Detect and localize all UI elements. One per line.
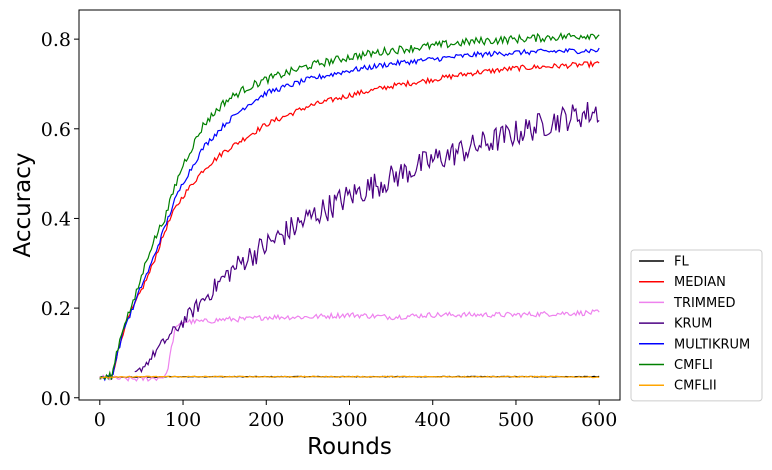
legend-box: [630, 249, 763, 402]
x-tick-label: 300: [331, 409, 367, 431]
x-axis-title: Rounds: [307, 434, 392, 460]
legend-item-cmflii: CMFLII: [639, 379, 717, 394]
legend-label: MEDIAN: [674, 275, 726, 290]
series-line-krum: [134, 102, 600, 374]
legend-item-cmfli: CMFLI: [639, 358, 713, 373]
y-tick-label: 0.4: [41, 208, 71, 230]
ticks-layer: 0 100 200 300 400 500 600 0.0 0.2 0.4 0.6 0.8: [41, 29, 618, 431]
series-line-median: [99, 59, 600, 379]
series-line-trimmed: [99, 309, 600, 382]
series-line-multikrum: [99, 47, 600, 382]
y-tick-label: 0.2: [41, 298, 71, 320]
legend-item-krum: KRUM: [639, 317, 712, 332]
series-krum: [134, 102, 600, 374]
x-tick-label: 100: [165, 409, 201, 431]
legend-item-median: MEDIAN: [639, 275, 726, 290]
series-median: [99, 59, 600, 379]
x-tick-label: 400: [415, 409, 451, 431]
legend-item-trimmed: TRIMMED: [639, 296, 735, 311]
series-line-cmflii: [99, 375, 600, 379]
y-tick-label: 0.0: [41, 388, 71, 410]
legend-label: MULTIKRUM: [674, 337, 750, 352]
legend-label: CMFLI: [674, 358, 713, 373]
y-tick-label: 0.6: [41, 119, 71, 141]
series-multikrum: [99, 47, 600, 382]
legend-item-multikrum: MULTIKRUM: [639, 337, 750, 352]
series-trimmed: [99, 309, 600, 382]
x-tick-label: 200: [248, 409, 284, 431]
y-tick-label: 0.8: [41, 29, 71, 51]
legend-label: FL: [674, 255, 689, 270]
legend-label: KRUM: [674, 317, 712, 332]
legend-item-fl: FL: [639, 255, 689, 270]
x-tick-label: 500: [498, 409, 534, 431]
y-axis-title: Accuracy: [10, 152, 36, 257]
x-tick-label: 0: [94, 409, 106, 431]
series-cmflii: [99, 375, 600, 379]
legend-label: TRIMMED: [673, 296, 735, 311]
series-cmfli: [99, 31, 600, 381]
legend-label: CMFLII: [674, 379, 717, 394]
series-layer: [99, 31, 600, 382]
series-line-cmfli: [99, 31, 600, 381]
x-tick-label: 600: [581, 409, 617, 431]
legend: FL MEDIAN TRIMMED KRUM MULTIKRUM CMFLI CMFLII: [630, 249, 763, 402]
